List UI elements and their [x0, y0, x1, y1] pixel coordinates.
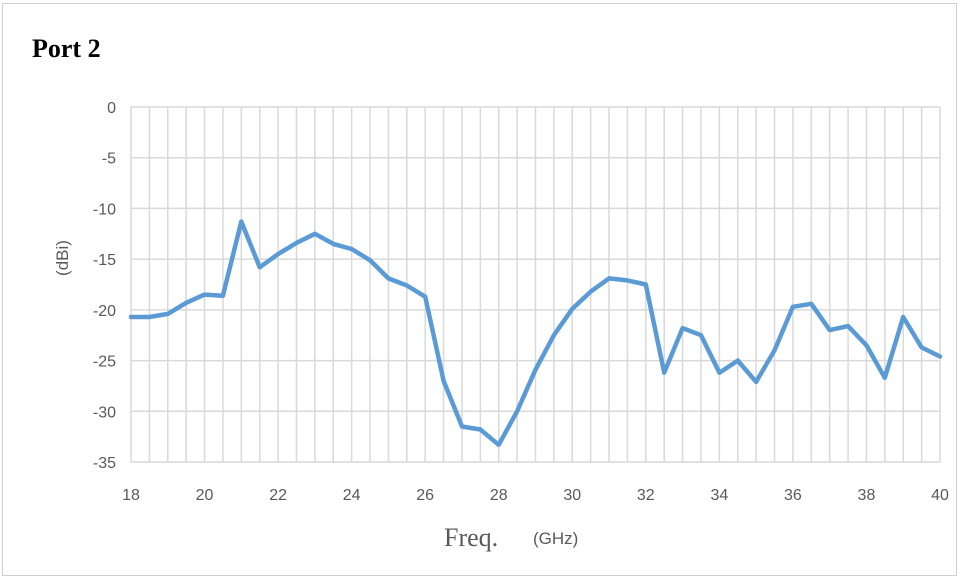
- x-tick-label: 38: [858, 487, 876, 504]
- data-point: [478, 428, 482, 432]
- data-point: [221, 294, 225, 298]
- data-point: [442, 379, 446, 383]
- x-tick-label: 32: [637, 487, 655, 504]
- data-point: [423, 295, 427, 299]
- x-axis-ticks: 18 20 22 24 26 28 30 32 34 36 38 40: [122, 487, 949, 504]
- data-point: [589, 290, 593, 294]
- y-tick-label: 0: [107, 100, 116, 117]
- data-point: [331, 242, 335, 246]
- x-tick-label: 34: [710, 487, 728, 504]
- data-point: [791, 305, 795, 309]
- x-tick-label: 30: [563, 487, 581, 504]
- data-point: [147, 315, 151, 319]
- data-point: [313, 232, 317, 236]
- x-tick-label: 26: [416, 487, 434, 504]
- y-axis-ticks: 0 -5 -10 -15 -20 -25 -30 -35: [93, 100, 116, 472]
- data-point: [920, 345, 924, 349]
- data-point: [681, 326, 685, 330]
- x-tick-label: 40: [931, 487, 949, 504]
- data-point: [515, 409, 519, 413]
- data-point: [901, 315, 905, 319]
- data-point: [166, 312, 170, 316]
- y-tick-label: -20: [93, 303, 116, 320]
- y-tick-label: -15: [93, 252, 116, 269]
- data-point: [809, 302, 813, 306]
- data-point: [294, 241, 298, 245]
- data-point: [258, 265, 262, 269]
- data-point: [607, 276, 611, 280]
- y-tick-label: -25: [93, 354, 116, 371]
- chart-title: Port 2: [32, 34, 101, 63]
- y-axis-label: (dBi): [53, 240, 72, 276]
- data-point: [570, 307, 574, 311]
- data-point: [184, 301, 188, 305]
- data-point: [828, 328, 832, 332]
- x-axis-unit: (GHz): [533, 529, 578, 548]
- data-point: [460, 425, 464, 428]
- data-point: [239, 220, 243, 224]
- data-point: [938, 355, 942, 359]
- x-tick-label: 18: [122, 487, 140, 504]
- data-point: [368, 258, 372, 262]
- data-point: [625, 278, 629, 282]
- data-point: [497, 443, 501, 447]
- x-tick-label: 28: [490, 487, 508, 504]
- data-point: [644, 283, 648, 286]
- series-points: [129, 220, 942, 447]
- x-tick-label: 24: [343, 487, 361, 504]
- data-point: [405, 284, 409, 288]
- y-tick-label: -5: [102, 151, 116, 168]
- y-tick-label: -10: [93, 201, 116, 218]
- data-point: [883, 376, 887, 380]
- x-axis-label: Freq.: [444, 523, 498, 552]
- data-point: [534, 368, 537, 372]
- data-point: [662, 371, 666, 375]
- x-tick-label: 22: [269, 487, 287, 504]
- chart-frame: [2, 3, 957, 576]
- data-point: [203, 293, 207, 297]
- data-point: [386, 276, 390, 280]
- data-point: [846, 324, 850, 328]
- data-point: [754, 380, 758, 384]
- data-point: [717, 371, 721, 375]
- data-point: [736, 359, 740, 363]
- data-point: [552, 333, 556, 337]
- x-tick-label: 36: [784, 487, 802, 504]
- data-point: [699, 333, 703, 337]
- x-tick-label: 20: [196, 487, 214, 504]
- y-tick-label: -30: [93, 404, 116, 421]
- data-point: [276, 252, 280, 256]
- grid: [130, 106, 941, 463]
- data-point: [350, 247, 354, 251]
- y-tick-label: -35: [93, 455, 116, 472]
- data-point: [129, 315, 133, 319]
- data-point: [773, 348, 777, 352]
- data-point: [864, 343, 868, 347]
